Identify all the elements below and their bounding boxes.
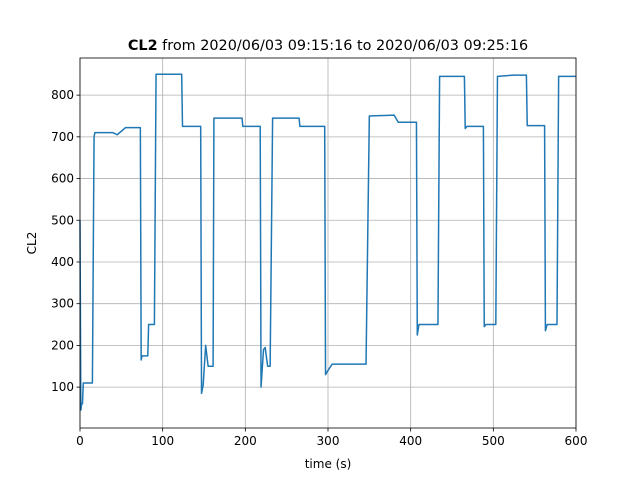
y-tick-label: 100	[51, 380, 74, 394]
x-axis-label: time (s)	[305, 457, 352, 471]
x-tick-label: 600	[565, 434, 588, 448]
y-tick-label: 800	[51, 88, 74, 102]
y-tick-label: 600	[51, 172, 74, 186]
title-bold: CL2	[128, 38, 158, 54]
y-tick-label: 500	[51, 213, 74, 227]
y-axis-label: CL2	[25, 232, 39, 255]
x-tick-label: 300	[317, 434, 340, 448]
y-tick-label: 700	[51, 130, 74, 144]
x-tick-label: 0	[76, 434, 84, 448]
x-tick-label: 100	[151, 434, 174, 448]
title-rest: from 2020/06/03 09:15:16 to 2020/06/03 0…	[162, 38, 528, 54]
y-tick-label: 400	[51, 255, 74, 269]
x-tick-label: 400	[399, 434, 422, 448]
x-tick-label: 500	[482, 434, 505, 448]
data-line	[79, 73, 576, 411]
x-tick-label: 200	[234, 434, 257, 448]
axes-frame	[79, 57, 577, 429]
y-tick-label: 300	[51, 297, 74, 311]
y-tick-label: 200	[51, 338, 74, 352]
chart-title: CL2 from 2020/06/03 09:15:16 to 2020/06/…	[128, 38, 528, 54]
